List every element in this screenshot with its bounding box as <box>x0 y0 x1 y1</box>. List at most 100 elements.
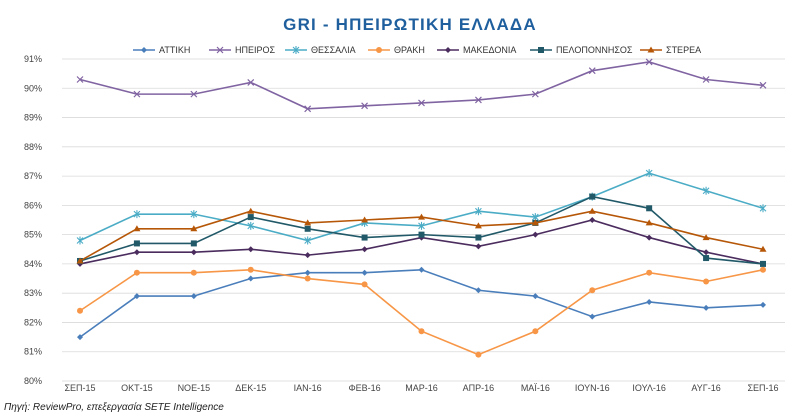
data-point <box>703 278 710 285</box>
data-point <box>645 169 653 178</box>
data-point <box>247 275 254 282</box>
data-point <box>759 81 767 89</box>
data-point <box>703 255 710 262</box>
data-point <box>304 236 312 245</box>
data-point <box>646 205 653 212</box>
y-axis: 80% 81% 82% 83% 84% 85% 86% 87% 88% 89% 90% 91% <box>24 54 42 386</box>
data-point <box>589 313 596 320</box>
data-point <box>361 234 368 241</box>
legend-label: ΘΡΑΚΗ <box>394 45 425 55</box>
data-point <box>645 219 653 226</box>
data-point <box>702 234 710 241</box>
y-tick-label: 90% <box>24 83 42 93</box>
data-point <box>646 234 653 241</box>
x-tick-label: ΦΕΒ-16 <box>348 383 380 393</box>
y-tick-label: 83% <box>24 288 42 298</box>
data-point <box>247 221 255 230</box>
data-point <box>646 298 653 305</box>
data-point <box>304 105 312 113</box>
series-line <box>79 268 764 338</box>
data-point <box>190 90 198 98</box>
data-point <box>647 46 655 53</box>
data-point <box>361 281 368 288</box>
x-tick-label: ΙΟΥΝ-16 <box>575 383 610 393</box>
y-tick-label: 87% <box>24 171 42 181</box>
data-point <box>532 231 539 238</box>
data-point <box>418 231 425 238</box>
data-point <box>759 204 767 213</box>
data-point <box>304 275 311 282</box>
data-point <box>474 96 482 104</box>
data-point <box>361 216 369 223</box>
data-point <box>376 47 382 53</box>
x-tick-label: ΑΠΡ-16 <box>463 383 495 393</box>
x-tick-label: ΑΥΓ-16 <box>691 383 720 393</box>
data-point <box>532 293 539 300</box>
data-point <box>247 266 254 273</box>
data-point <box>759 245 767 252</box>
data-point <box>77 307 83 314</box>
legend-item: ΘΡΑΚΗ <box>368 45 425 55</box>
series-7 <box>76 207 767 264</box>
data-point <box>418 99 425 107</box>
series-line <box>79 61 764 110</box>
y-tick-label: 82% <box>24 317 42 327</box>
data-point <box>247 207 255 214</box>
x-tick-label: ΟΚΤ-15 <box>121 383 153 393</box>
data-point <box>247 214 254 221</box>
grid <box>62 58 785 382</box>
x-tick-label: ΜΑΪ-16 <box>521 383 550 393</box>
data-point <box>531 219 539 226</box>
data-point <box>361 102 369 110</box>
series-line <box>79 195 764 265</box>
data-point <box>133 240 140 247</box>
data-point <box>475 234 482 241</box>
series-1 <box>77 266 766 341</box>
data-point <box>588 207 596 214</box>
data-point <box>190 293 197 300</box>
data-point <box>304 269 311 276</box>
data-point <box>475 207 482 216</box>
data-point <box>361 269 368 276</box>
series-group <box>76 58 767 358</box>
data-point <box>760 301 766 308</box>
legend-item: ΜΑΚΕΔΟΝΙΑ <box>437 45 516 55</box>
data-point <box>247 78 255 86</box>
data-point <box>304 252 311 259</box>
series-2 <box>76 58 767 113</box>
data-point <box>133 249 140 256</box>
legend-item: ΑΤΤΙΚΗ <box>133 45 190 55</box>
series-line <box>79 172 764 242</box>
data-point <box>190 269 197 276</box>
y-tick-label: 84% <box>24 259 42 269</box>
x-tick-label: ΣΕΠ-16 <box>747 383 778 393</box>
x-tick-label: ΔΕΚ-15 <box>235 383 266 393</box>
data-point <box>418 213 425 220</box>
legend-item: ΗΠΕΙΡΟΣ <box>209 45 276 55</box>
y-tick-label: 85% <box>24 230 42 240</box>
data-point <box>133 210 141 219</box>
data-point <box>418 221 425 230</box>
data-point <box>76 257 84 264</box>
y-tick-label: 88% <box>24 142 42 152</box>
x-axis: ΣΕΠ-15 ΟΚΤ-15 ΝΟΕ-15 ΔΕΚ-15 ΙΑΝ-16 ΦΕΒ-16 ΜΑΡ-… <box>64 383 778 393</box>
data-point <box>531 90 539 98</box>
chart-title: GRI - ΗΠΕΙΡΩΤΙΚΗ ΕΛΛΑΔΑ <box>283 15 537 34</box>
source-note: Πηγή: ReviewPro, επεξεργασία SETE Intell… <box>4 402 224 413</box>
y-tick-label: 89% <box>24 113 42 123</box>
data-point <box>133 225 141 232</box>
x-tick-label: ΙΟΥΛ-16 <box>632 383 666 393</box>
y-tick-label: 86% <box>24 200 42 210</box>
data-point <box>190 225 198 232</box>
data-point <box>76 236 84 245</box>
data-point <box>445 47 451 53</box>
data-point <box>77 334 83 341</box>
x-tick-label: ΣΕΠ-15 <box>64 383 95 393</box>
data-point <box>247 246 254 253</box>
y-tick-label: 91% <box>24 54 42 64</box>
data-point <box>133 293 140 300</box>
data-point <box>760 260 766 267</box>
legend-item: ΠΕΛΟΠΟΝΝΗΣΟΣ <box>530 45 633 55</box>
data-point <box>532 328 539 335</box>
